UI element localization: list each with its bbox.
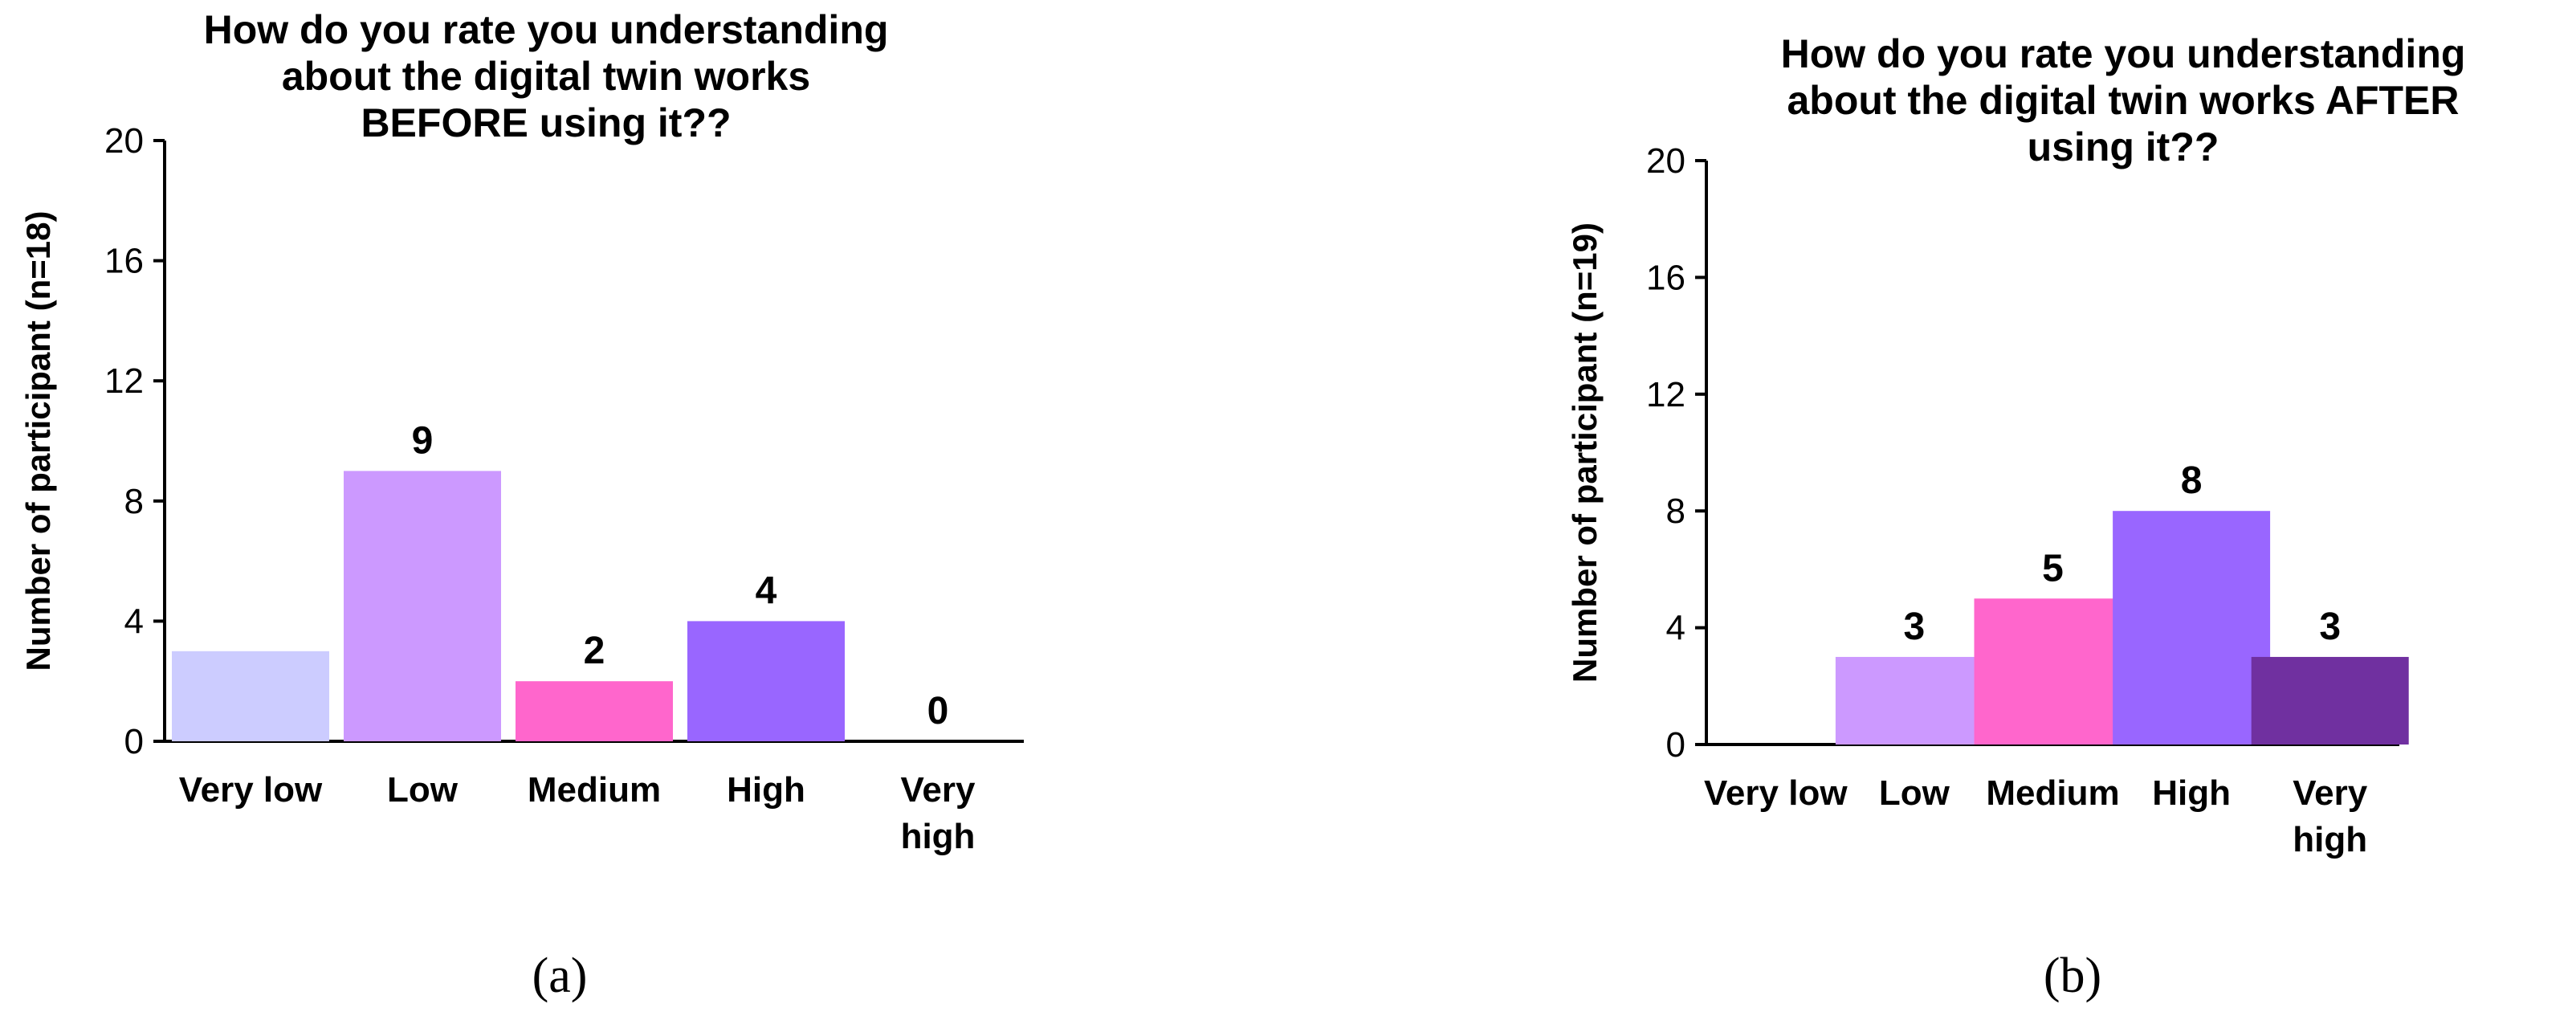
y-axis-label: Number of participant (n=19) — [1566, 222, 1604, 683]
x-tick-label: Low — [1879, 773, 1950, 813]
chart-panel-a: How do you rate you understanding about … — [19, 7, 1024, 1003]
y-tick-label: 0 — [1666, 725, 1685, 765]
y-axis-label: Number of participant (n=18) — [19, 211, 57, 671]
y-tick-label: 4 — [124, 602, 144, 641]
data-label: 5 — [2042, 547, 2064, 590]
panel-caption: (a) — [532, 949, 588, 1003]
bar-2 — [516, 681, 673, 741]
y-tick-label: 8 — [1666, 492, 1685, 531]
chart-panel-b: How do you rate you understanding about … — [1288, 0, 2576, 1024]
y-tick-label: 12 — [104, 361, 144, 401]
y-tick-label: 0 — [124, 722, 144, 761]
x-tick-label: Very low — [179, 770, 323, 810]
x-tick-label: Medium — [528, 770, 661, 810]
bar-0 — [172, 651, 329, 741]
x-tick-label: Very high — [901, 770, 976, 856]
chart-title: How do you rate you understanding about … — [203, 7, 889, 145]
data-label: 0 — [927, 690, 949, 732]
data-label: 9 — [412, 419, 434, 462]
data-label: 8 — [2181, 459, 2203, 502]
bar-4 — [2251, 656, 2409, 745]
bar-3 — [2113, 511, 2271, 745]
x-tick-label: High — [727, 770, 805, 810]
x-tick-label: Very high — [2293, 773, 2368, 859]
y-tick-label: 16 — [104, 242, 144, 281]
x-tick-label: Very low — [1704, 773, 1848, 813]
data-label: 4 — [756, 569, 777, 612]
y-tick-label: 4 — [1666, 609, 1685, 648]
y-tick-label: 8 — [124, 482, 144, 521]
y-tick-label: 20 — [104, 121, 144, 161]
bar-3 — [687, 621, 845, 741]
x-tick-label: Low — [387, 770, 459, 810]
data-label: 3 — [1904, 606, 1926, 648]
panel-caption: (b) — [2043, 949, 2102, 1003]
y-tick-label: 20 — [1646, 141, 1685, 181]
chart-title: How do you rate you understanding about … — [1780, 31, 2466, 169]
data-label: 2 — [584, 630, 605, 672]
bar-1 — [1835, 656, 1993, 745]
bar-1 — [344, 471, 501, 741]
y-tick-label: 16 — [1646, 258, 1685, 297]
x-tick-label: Medium — [1986, 773, 2119, 813]
data-label: 3 — [2319, 606, 2341, 648]
x-tick-label: High — [2152, 773, 2231, 813]
chart-svg: 0 4 8 12 16 20 Number of participant (n=19) Ver… — [1566, 141, 2409, 859]
y-tick-label: 12 — [1646, 375, 1685, 414]
bar-2 — [1974, 598, 2132, 745]
